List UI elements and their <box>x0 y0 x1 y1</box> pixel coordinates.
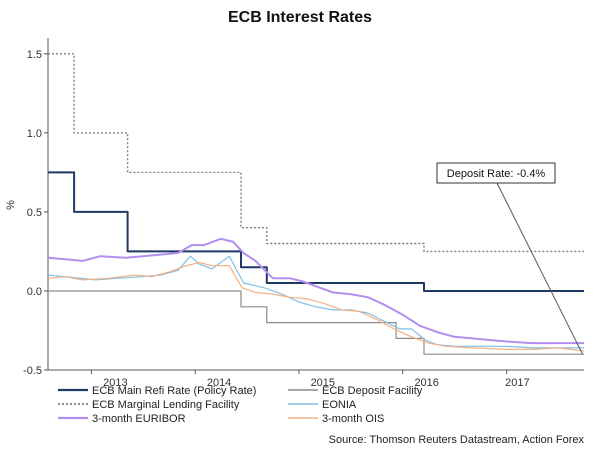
series-line <box>48 171 584 292</box>
y-tick-label: 1.5 <box>27 49 42 61</box>
legend-label: EONIA <box>322 399 357 411</box>
annotation-leader-line <box>496 182 584 355</box>
plot-area: -0.5 0.0 0.5 1.0 1.5 2013 2014 2015 2016 2017 Depo… <box>23 38 585 389</box>
series-line <box>47 255 584 349</box>
series-line <box>48 290 584 355</box>
annotation-text: Deposit Rate: -0.4% <box>447 168 546 180</box>
x-tick-label: 2013 <box>103 377 127 389</box>
x-tick-label: 2015 <box>311 377 335 389</box>
x-tick-label: 2017 <box>505 377 529 389</box>
legend: ECB Main Refi Rate (Policy Rate) ECB Depo… <box>58 385 423 425</box>
legend-label: ECB Deposit Facility <box>322 385 423 397</box>
series-line <box>47 261 585 352</box>
chart-title: ECB Interest Rates <box>228 9 372 26</box>
legend-label: 3-month EURIBOR <box>92 413 186 425</box>
series-line <box>48 53 584 253</box>
y-tick-label: -0.5 <box>23 365 42 377</box>
legend-label: 3-month OIS <box>322 413 384 425</box>
series-line <box>47 237 584 345</box>
x-tick-label: 2014 <box>207 377 231 389</box>
y-tick-label: 1.0 <box>27 128 42 140</box>
y-axis-label: % <box>5 200 17 210</box>
legend-label: ECB Marginal Lending Facility <box>92 399 240 411</box>
legend-label: ECB Main Refi Rate (Policy Rate) <box>92 385 256 397</box>
annotation-box <box>436 162 556 184</box>
y-tick-label: 0.0 <box>27 286 42 298</box>
x-tick-label: 2016 <box>414 377 438 389</box>
source-note: Source: Thomson Reuters Datastream, Acti… <box>329 434 585 446</box>
y-tick-label: 0.5 <box>27 207 42 219</box>
